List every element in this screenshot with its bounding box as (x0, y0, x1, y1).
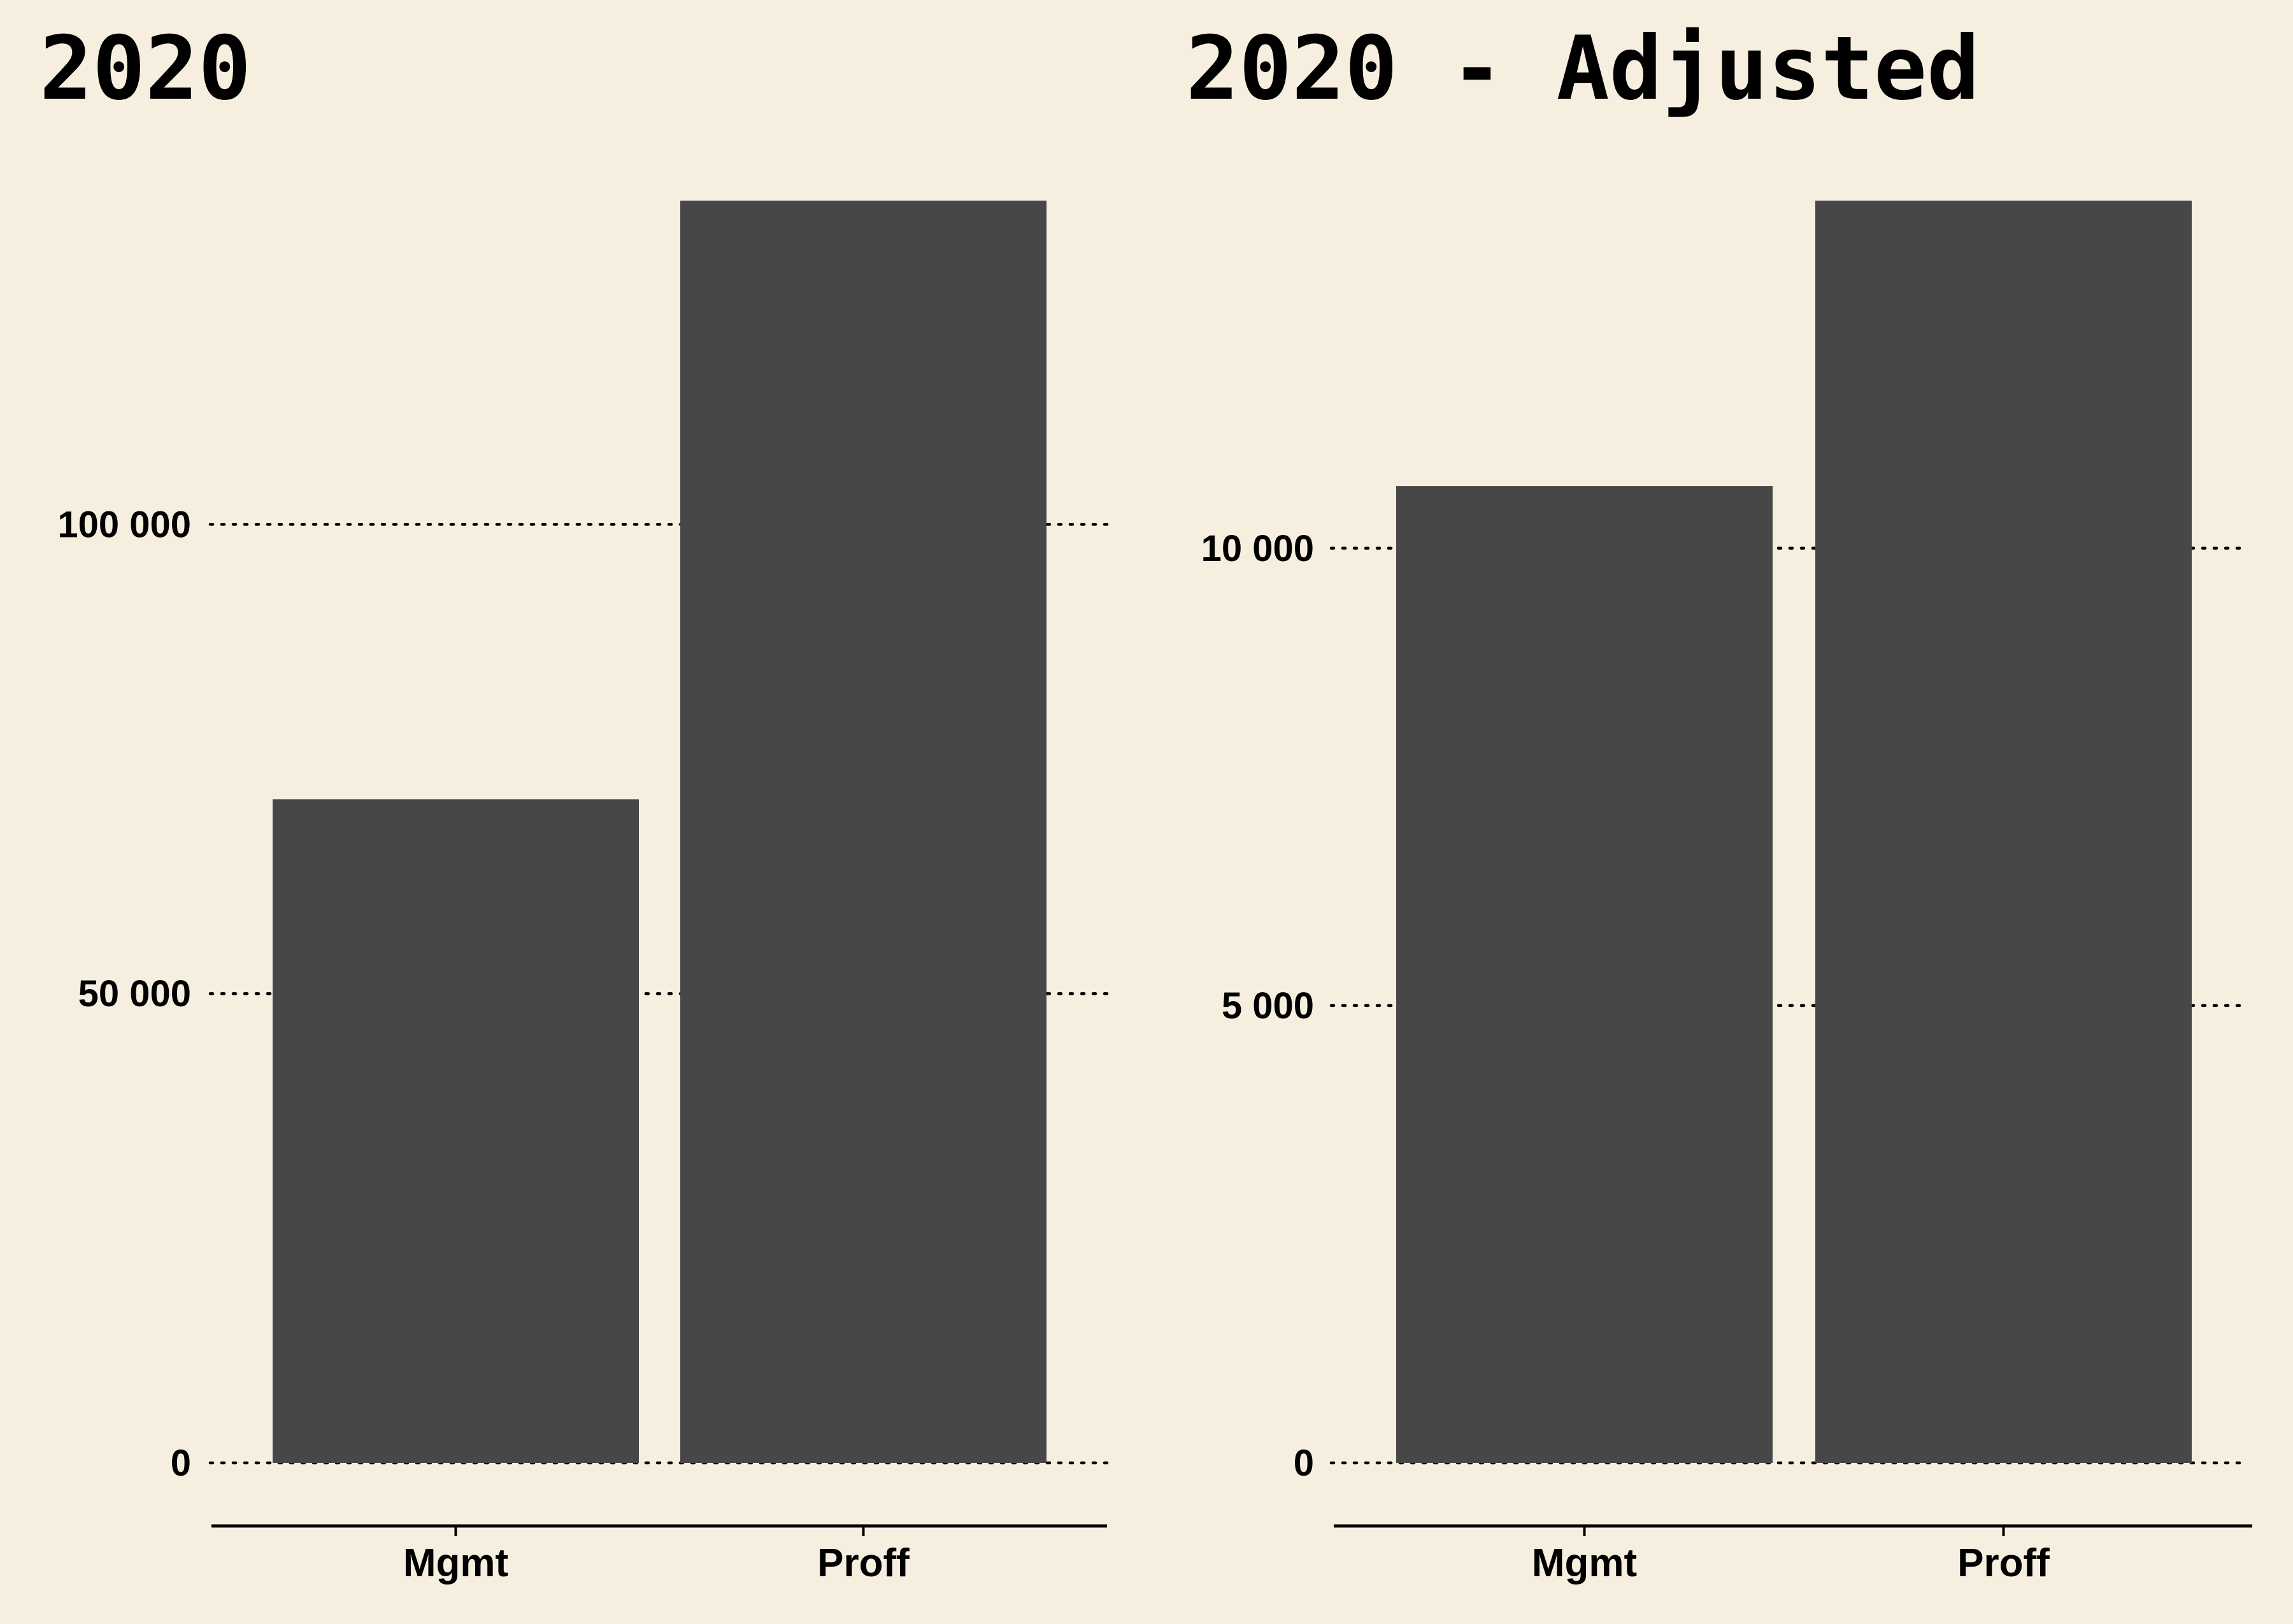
x-tick-label: Mgmt (1532, 1541, 1637, 1585)
y-tick-label: 50 000 (78, 973, 191, 1015)
y-tick-label: 100 000 (57, 504, 191, 545)
chart-panel-2020: 2020 0 50 000 100 000 Mgmt Proff (39, 17, 1110, 1585)
chart-title: 2020 (39, 17, 251, 120)
chart-panel-2020-adjusted: 2020 - Adjusted 0 5 000 10 000 Mgmt Proff (1186, 17, 2252, 1585)
x-tick-label: Mgmt (403, 1541, 508, 1585)
y-tick-label: 10 000 (1201, 528, 1314, 569)
y-tick-label: 5 000 (1222, 985, 1314, 1027)
bar-proff (680, 201, 1046, 1463)
x-tick-label: Proff (817, 1541, 910, 1585)
y-tick-label: 0 (171, 1442, 191, 1484)
bar-mgmt (1396, 486, 1773, 1463)
bar-proff (1815, 201, 2192, 1463)
bar-mgmt (273, 799, 639, 1463)
y-tick-label: 0 (1294, 1442, 1314, 1484)
x-tick-label: Proff (1957, 1541, 2050, 1585)
chart-title: 2020 - Adjusted (1186, 17, 1980, 120)
